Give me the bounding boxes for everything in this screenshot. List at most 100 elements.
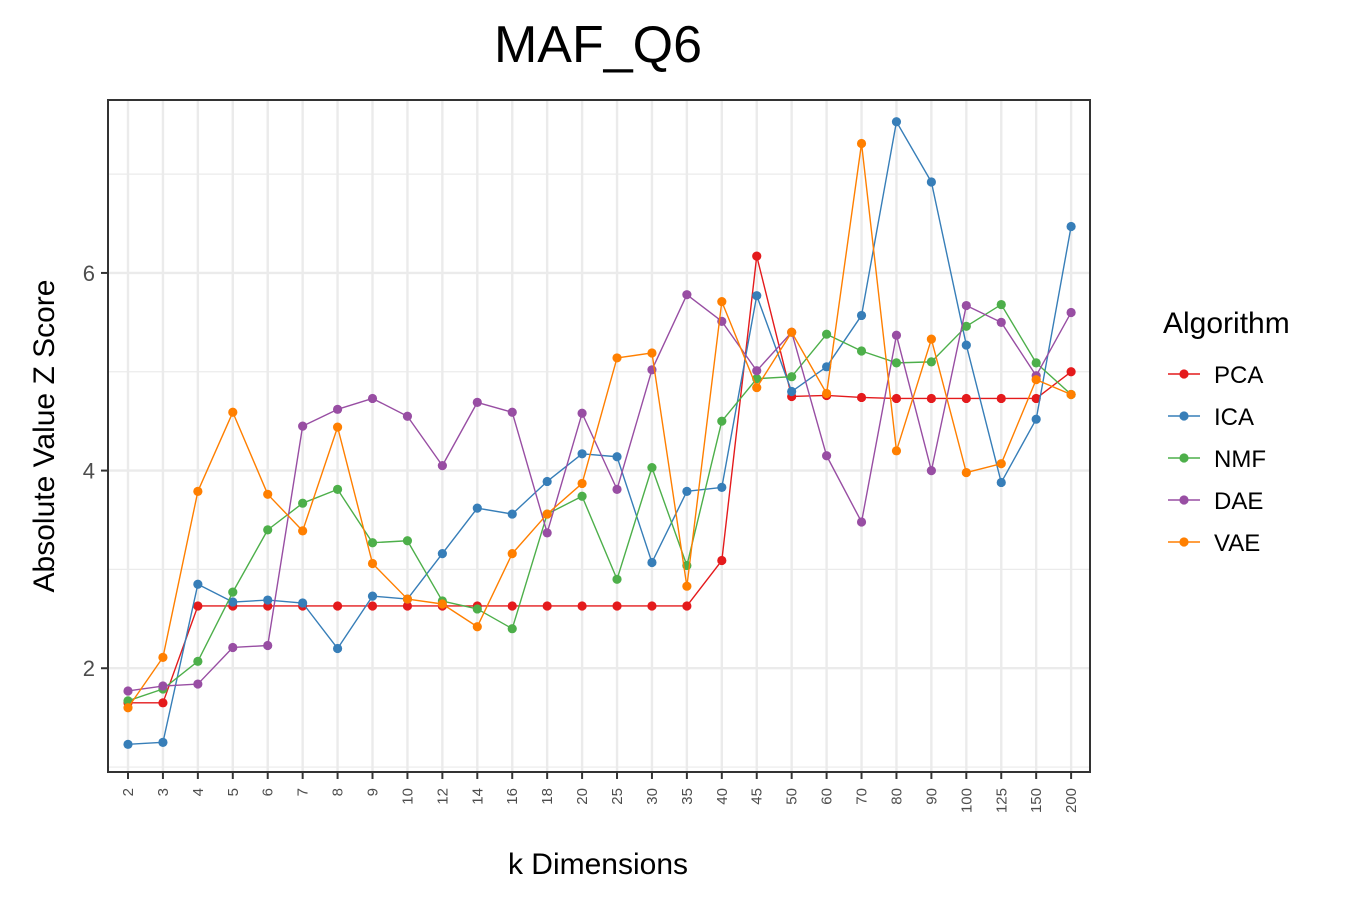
series-line-nmf [127,303,1072,702]
data-point-dae [437,461,447,471]
data-point-nmf [612,574,622,584]
data-point-dae [612,484,622,494]
legend-item-pca: PCA [1168,362,1263,389]
data-point-dae [682,290,692,300]
data-point-pca [1031,393,1041,404]
data-point-vae [752,382,762,393]
data-point-ica [787,386,797,397]
data-point-vae [891,446,902,456]
data-point-ica [612,452,622,462]
grid [108,100,1090,772]
data-point-pca [577,601,587,611]
data-point-vae [961,467,971,478]
data-point-nmf [402,536,413,546]
data-point-nmf [787,372,797,382]
data-point-dae [507,407,517,417]
data-point-dae [1066,307,1076,318]
series-line-dae [127,293,1072,692]
data-point-nmf [996,299,1006,310]
data-point-vae [682,581,692,591]
data-point-vae [472,622,482,632]
data-point-nmf [367,538,378,548]
data-point-dae [926,465,936,476]
data-point-ica [263,595,273,605]
data-point-vae [263,489,273,499]
data-point-dae [542,528,552,538]
data-point-pca [367,601,378,611]
data-point-pca [402,601,413,611]
x-tick-label: 60 [819,788,836,805]
series-layer [123,117,1076,749]
legend-label: VAE [1214,530,1260,557]
data-point-ica [717,482,727,492]
data-point-vae [577,478,587,489]
data-point-pca [926,393,936,404]
data-point-ica [891,117,902,127]
legend-label: PCA [1214,362,1263,389]
data-point-ica [1066,221,1076,232]
data-point-vae [123,703,133,713]
legend-item-dae: DAE [1168,488,1263,515]
data-point-ica [752,291,762,301]
legend-key-point [1179,453,1189,463]
data-point-dae [332,404,343,414]
data-point-ica [1031,414,1041,424]
data-point-dae [228,642,238,653]
data-point-ica [961,340,971,350]
data-point-vae [787,327,797,337]
data-point-nmf [1031,358,1041,368]
data-point-nmf [926,357,936,367]
data-point-dae [752,366,762,376]
data-point-ica [123,739,133,749]
y-tick-label: 6 [83,261,95,286]
series-dae [123,290,1076,696]
data-point-ica [647,557,657,568]
data-point-nmf [472,604,482,614]
x-tick-label: 35 [679,788,696,805]
x-tick-label: 2 [120,788,137,796]
data-point-dae [263,640,273,651]
data-point-dae [472,397,482,407]
x-tick-label: 50 [784,788,801,805]
data-point-pca [332,601,343,611]
x-tick-label: 5 [225,788,242,796]
data-point-vae [856,138,867,149]
data-point-ica [577,449,587,459]
data-point-dae [856,517,867,527]
data-point-vae [437,599,447,609]
legend-key-point [1179,369,1189,379]
data-point-pca [647,601,657,611]
legend-key-point [1179,537,1189,547]
plot-panel-border [107,99,1091,773]
x-tick-label: 150 [1028,788,1045,813]
data-point-pca [158,698,168,708]
data-point-pca [996,393,1006,404]
data-point-dae [193,679,203,689]
legend: Algorithm PCA ICA NMF DAE VAE [1163,307,1290,557]
data-point-nmf [193,656,203,666]
data-point-pca [752,251,762,261]
series-vae [123,138,1076,713]
data-point-pca [682,601,692,611]
data-point-vae [193,486,203,496]
legend-label: DAE [1214,488,1263,515]
data-point-ica [507,509,517,519]
x-tick-label: 45 [749,788,766,805]
data-point-nmf [891,358,902,368]
x-tick-label: 6 [260,788,277,796]
data-point-dae [577,408,587,418]
legend-title: Algorithm [1163,307,1290,340]
data-point-vae [367,558,378,569]
data-point-dae [996,317,1006,327]
data-point-dae [961,300,971,311]
x-tick-label: 80 [888,788,905,805]
data-point-ica [926,177,936,187]
x-tick-label: 25 [609,788,626,805]
x-tick-label: 18 [539,788,556,805]
data-point-dae [891,330,902,340]
data-point-vae [228,407,238,417]
data-point-nmf [647,463,657,473]
series-line-ica [127,121,1072,746]
